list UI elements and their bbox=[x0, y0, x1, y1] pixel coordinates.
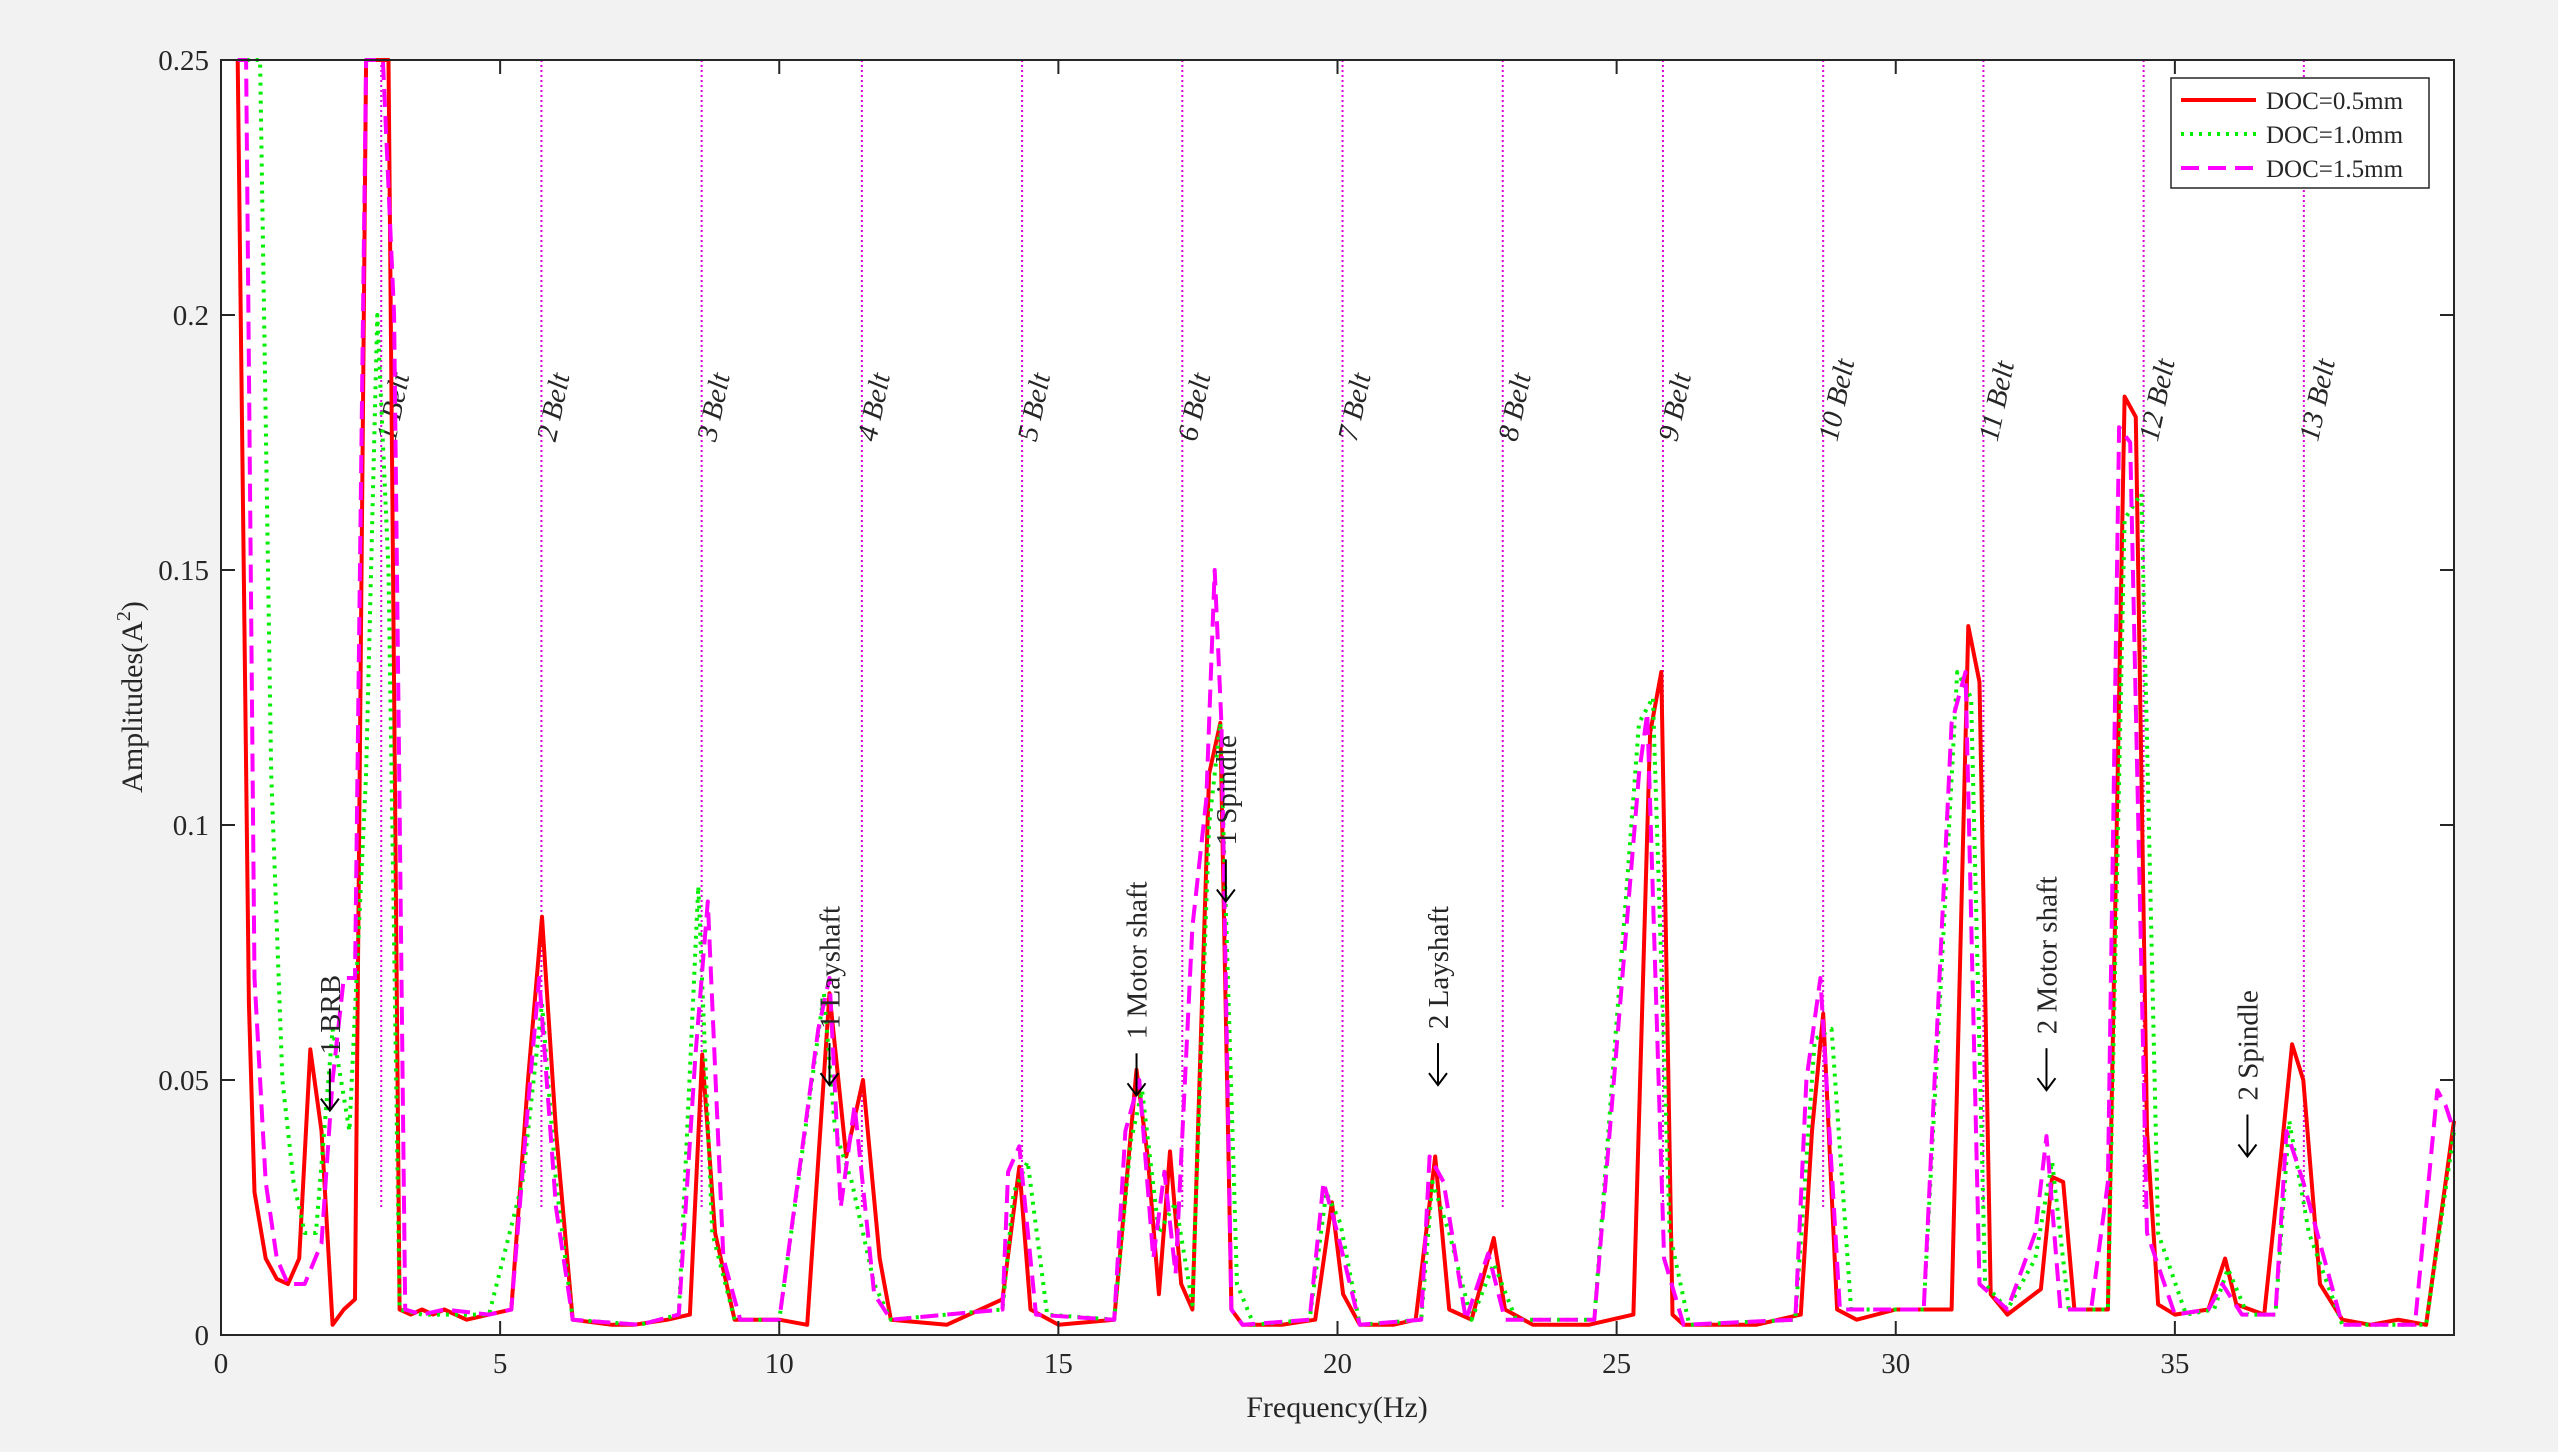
annotation-label: 1 Spindle bbox=[1211, 735, 1243, 845]
y-tick-label: 0.25 bbox=[158, 45, 209, 77]
y-axis-label-superscript: 2 bbox=[113, 611, 135, 621]
annotation-arrow-head bbox=[1126, 1082, 1147, 1097]
y-axis-label-main: Amplitudes(A bbox=[116, 621, 149, 793]
annotation-label: 2 Motor shaft bbox=[2031, 876, 2063, 1034]
x-tick-label: 15 bbox=[1044, 1348, 1073, 1380]
x-tick-label: 0 bbox=[214, 1348, 229, 1380]
x-tick-label: 10 bbox=[765, 1348, 794, 1380]
annotation-arrow-head bbox=[2036, 1077, 2057, 1092]
y-axis-label-close: ) bbox=[116, 601, 149, 611]
annotation-arrow-head bbox=[1216, 888, 1236, 904]
x-tick-label: 35 bbox=[2160, 1348, 2189, 1380]
x-tick-label: 20 bbox=[1323, 1348, 1352, 1380]
annotation-label: 1 Layshaft bbox=[814, 906, 846, 1029]
series-line-2 bbox=[237, 58, 2456, 1327]
x-tick-label: 30 bbox=[1881, 1348, 1910, 1380]
y-tick-label: 0.1 bbox=[173, 810, 209, 842]
legend-label-1: DOC=1.0mm bbox=[2266, 122, 2404, 149]
x-tick-label: 5 bbox=[493, 1348, 508, 1380]
annotation-arrow-head bbox=[1428, 1072, 1448, 1087]
series-layer bbox=[235, 58, 2456, 1327]
annotation-layer: 1 BRB 1 Layshaft 1 Motor shaft 1 Spindle 2 L… bbox=[315, 735, 2264, 1159]
y-tick-label: 0.2 bbox=[173, 300, 209, 332]
tick-layer: 0 5 10 15 20 25 30 35 0 0.05 0.1 0.15 0.2 0.25 bbox=[158, 45, 2454, 1380]
legend-box bbox=[2170, 77, 2430, 189]
y-axis-label: Amplitudes(A2) bbox=[113, 601, 149, 793]
annotation-arrow-head bbox=[320, 1097, 340, 1113]
annotation-label: 1 BRB bbox=[315, 975, 347, 1055]
legend-label-2: DOC=1.5mm bbox=[2266, 156, 2404, 183]
series-line-1 bbox=[237, 58, 2456, 1327]
x-axis-label: Frequency(Hz) bbox=[1246, 1391, 1428, 1424]
x-tick-label: 25 bbox=[1602, 1348, 1631, 1380]
y-tick-label: 0 bbox=[195, 1320, 210, 1352]
y-tick-label: 0.05 bbox=[158, 1065, 209, 1097]
annotation-arrow-head bbox=[2237, 1143, 2258, 1159]
annotation-arrow-head bbox=[819, 1072, 840, 1087]
annotation-label: 2 Spindle bbox=[2232, 990, 2264, 1100]
legend-label-0: DOC=0.5mm bbox=[2266, 88, 2404, 115]
annotation-label: 1 Motor shaft bbox=[1122, 881, 1154, 1039]
legend: DOC=0.5mm DOC=1.0mm DOC=1.5mm bbox=[2170, 77, 2430, 189]
y-tick-label: 0.15 bbox=[158, 555, 209, 587]
annotation-label: 2 Layshaft bbox=[1423, 906, 1455, 1029]
plot-area-background bbox=[221, 60, 2454, 1335]
